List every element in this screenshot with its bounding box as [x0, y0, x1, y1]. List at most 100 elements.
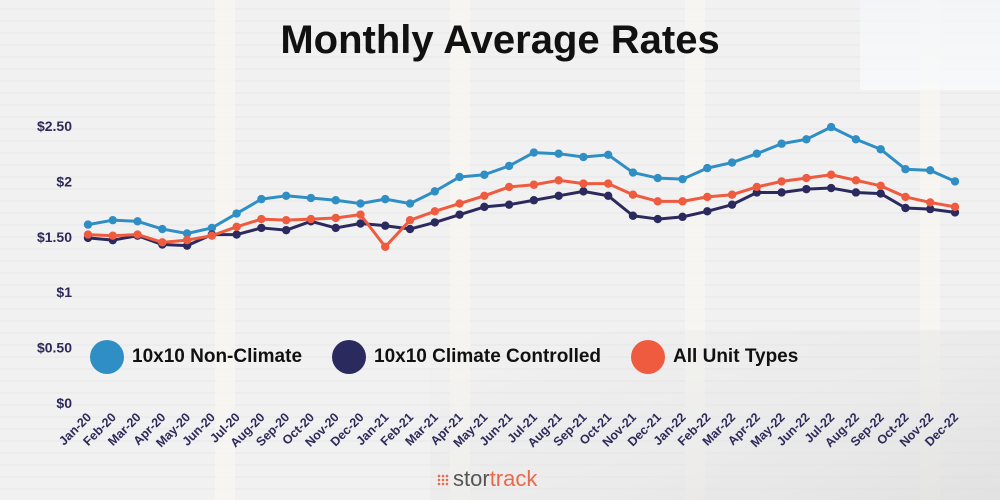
- legend-label: All Unit Types: [673, 346, 799, 367]
- data-point: [802, 184, 811, 194]
- data-point: [257, 214, 266, 224]
- data-point: [876, 189, 885, 198]
- x-axis: Jan-20Feb-20Mar-20Apr-20May-20Jun-20Jul-…: [56, 410, 961, 450]
- series-line: [87, 125, 956, 235]
- data-point: [678, 174, 687, 184]
- y-axis: $0 $0.50 $1 $1.50 $2 $2.50: [37, 118, 72, 411]
- data-point: [356, 210, 365, 219]
- data-point: [653, 173, 662, 183]
- data-point: [678, 197, 687, 206]
- data-point: [628, 211, 638, 220]
- data-point: [727, 190, 737, 199]
- data-point: [950, 202, 960, 212]
- data-point: [430, 187, 439, 196]
- data-point: [108, 215, 117, 225]
- data-point: [405, 199, 415, 208]
- data-point: [331, 196, 340, 205]
- legend-item-non-climate: 10x10 Non-Climate: [90, 340, 302, 374]
- data-point: [83, 220, 93, 229]
- data-point: [653, 197, 662, 206]
- data-point: [901, 203, 910, 213]
- data-point: [554, 149, 563, 158]
- data-point: [604, 179, 613, 188]
- pavement-background: [430, 330, 1000, 500]
- data-point: [579, 179, 588, 188]
- data-point: [182, 229, 192, 238]
- data-point: [777, 188, 786, 197]
- data-point: [158, 224, 167, 234]
- series-0: [83, 122, 960, 238]
- series-line: [87, 186, 956, 248]
- data-point: [727, 200, 737, 209]
- data-point: [430, 207, 439, 216]
- y-tick-label: $2.50: [37, 118, 72, 134]
- data-point: [133, 217, 142, 226]
- data-point: [480, 170, 489, 179]
- data-point: [529, 148, 539, 157]
- legend: 10x10 Non-Climate 10x10 Climate Controll…: [90, 340, 828, 374]
- y-tick-label: $1.50: [37, 229, 72, 245]
- data-point: [83, 230, 93, 239]
- data-point: [851, 176, 861, 185]
- data-point: [257, 194, 266, 204]
- data-point: [926, 166, 935, 175]
- data-point: [777, 139, 786, 148]
- legend-item-all-unit-types: All Unit Types: [631, 340, 798, 374]
- series-group: [83, 122, 960, 251]
- data-point: [851, 188, 861, 197]
- data-point: [306, 193, 316, 203]
- y-tick-label: $0.50: [37, 340, 72, 356]
- data-point: [876, 145, 885, 154]
- data-point: [331, 223, 340, 233]
- data-point: [876, 181, 885, 191]
- data-point: [752, 182, 762, 192]
- data-point: [430, 218, 439, 227]
- data-point: [356, 219, 365, 228]
- data-point: [207, 231, 217, 240]
- data-point: [232, 209, 241, 218]
- data-point: [777, 177, 786, 186]
- data-point: [826, 122, 836, 132]
- y-tick-label: $0: [56, 395, 72, 411]
- data-point: [133, 230, 142, 239]
- legend-label: 10x10 Non-Climate: [132, 346, 303, 367]
- data-point: [281, 191, 291, 201]
- data-point: [182, 235, 192, 245]
- data-point: [703, 192, 712, 202]
- data-point: [604, 150, 613, 160]
- data-point: [480, 202, 489, 212]
- data-point: [802, 135, 811, 144]
- data-point: [802, 173, 811, 183]
- data-point: [381, 194, 390, 204]
- data-point: [826, 183, 836, 193]
- data-point: [826, 170, 836, 179]
- data-point: [504, 200, 514, 209]
- data-point: [851, 135, 861, 144]
- data-point: [752, 149, 762, 158]
- data-point: [628, 168, 638, 177]
- data-point: [727, 158, 737, 167]
- data-point: [480, 191, 489, 201]
- stortrack-logo: stortrack: [437, 466, 537, 492]
- data-point: [554, 176, 563, 185]
- data-point: [356, 199, 365, 208]
- data-point: [281, 225, 291, 235]
- data-point: [281, 215, 291, 225]
- data-point: [504, 182, 514, 192]
- data-point: [158, 238, 167, 247]
- data-point: [901, 192, 910, 202]
- data-point: [257, 223, 266, 233]
- legend-dot: [90, 340, 124, 374]
- legend-dot: [332, 340, 367, 374]
- data-point: [381, 221, 390, 230]
- data-point: [405, 224, 415, 234]
- data-point: [455, 199, 464, 208]
- data-point: [678, 212, 687, 222]
- data-point: [232, 222, 241, 232]
- data-point: [604, 191, 613, 201]
- data-point: [926, 204, 935, 214]
- data-point: [703, 207, 712, 216]
- data-point: [306, 214, 316, 224]
- chart-title: Monthly Average Rates: [280, 18, 720, 62]
